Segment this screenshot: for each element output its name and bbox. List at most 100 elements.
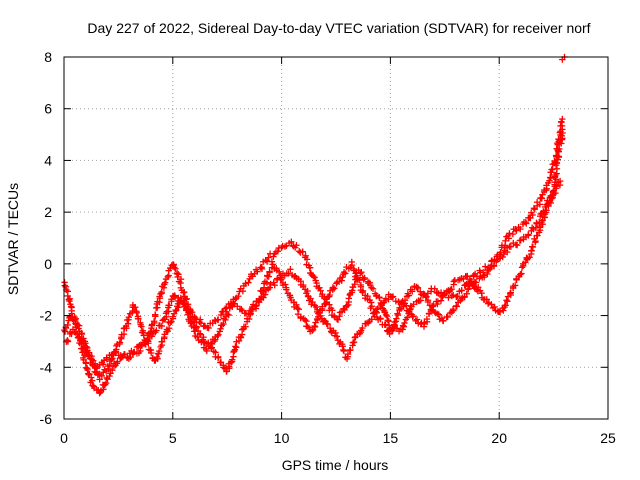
data-point [310,272,317,280]
data-point [513,227,520,234]
data-point [484,300,492,307]
data-point [548,193,555,200]
data-point [341,306,348,314]
data-point [538,195,545,202]
data-point [466,275,474,283]
data-point [305,324,313,331]
data-point [377,299,384,307]
data-point [434,298,441,305]
data-point [404,314,411,321]
data-point [423,315,431,323]
data-point [496,308,504,316]
data-point [220,320,227,328]
y-tick-labels: -6 -4 -2 0 2 4 6 8 [40,49,53,427]
data-point [249,301,257,308]
data-point [171,293,179,300]
data-point [153,353,161,361]
data-point [369,285,377,292]
data-point [450,278,457,285]
data-point [207,340,215,347]
data-point [64,321,71,329]
data-point [500,307,507,314]
data-point [454,292,461,300]
data-point [431,285,438,292]
data-point [121,351,128,358]
data-point [302,252,309,259]
data-point [232,343,239,350]
data-point [526,254,533,261]
data-point [65,296,72,303]
data-point [288,238,295,245]
data-point [394,311,402,319]
data-point [405,292,412,299]
data-point [242,323,249,330]
axis-ticks [63,56,609,420]
data-point [157,343,164,351]
data-point [448,292,456,300]
data-point [437,297,445,304]
data-point [271,281,278,289]
data-point [217,311,225,319]
data-point [147,349,155,357]
data-point [166,302,173,309]
data-point [340,268,348,276]
data-point [472,279,480,286]
x-tick-labels: 0 5 10 15 20 25 [60,430,616,446]
x-tick-label: 25 [600,430,616,446]
data-point [527,247,535,255]
data-point [390,325,397,333]
data-point [161,279,169,286]
data-point [138,323,145,330]
data-point [443,289,450,297]
data-point [275,268,283,276]
y-tick-label: -6 [40,411,53,427]
data-point [124,354,131,361]
data-point [414,284,422,291]
data-point [543,201,550,208]
data-point [513,241,521,249]
data-point [265,254,272,261]
y-tick-label: 2 [44,204,52,220]
data-point [66,297,73,305]
data-point [458,287,465,294]
data-point [389,294,396,301]
data-point [254,268,261,275]
data-point [445,294,452,301]
y-tick-label: 0 [44,256,52,272]
data-point [342,270,349,277]
data-point [258,293,265,300]
data-point [368,303,375,310]
data-point [343,302,351,309]
data-point [237,334,245,341]
data-point [225,363,233,370]
x-tick-label: 15 [383,430,399,446]
data-point [147,346,154,354]
data-point [220,364,227,371]
data-point [338,277,345,284]
data-point [191,314,199,322]
data-point [553,183,560,190]
data-point [120,330,128,338]
data-point [203,347,210,355]
data-point [287,266,294,273]
data-point [409,313,417,320]
data-point [428,302,436,310]
data-point [258,264,265,271]
data-point [229,356,236,363]
data-point [308,327,316,334]
data-point [511,282,519,289]
data-point [72,329,79,336]
y-tick-label: -4 [40,359,53,375]
data-point [359,287,367,295]
data-point [323,298,331,306]
data-point [227,359,235,366]
data-point [268,258,276,265]
data-point [552,189,559,197]
data-point [96,376,103,383]
data-point [401,297,409,304]
data-point [547,174,555,182]
data-point [347,346,354,354]
data-point [158,338,166,345]
y-tick-label: 4 [44,152,52,168]
data-point [304,323,311,330]
